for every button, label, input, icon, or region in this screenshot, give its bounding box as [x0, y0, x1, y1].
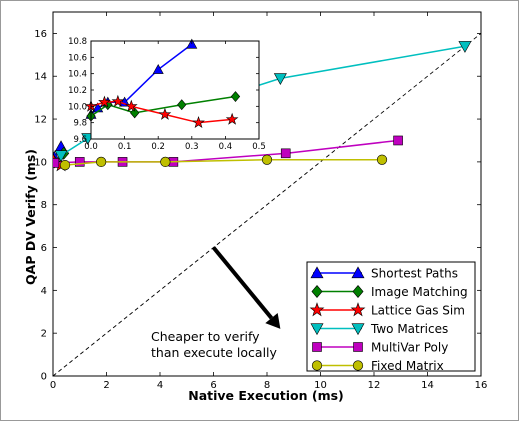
legend-marker: [352, 285, 364, 298]
y-tick-label: 6: [41, 243, 47, 254]
inset-background: [91, 41, 259, 139]
legend-entry-fixed-matrix: Fixed Matrix: [311, 359, 444, 373]
legend-label: MultiVar Poly: [371, 341, 448, 355]
legend-marker: [310, 266, 324, 279]
x-tick-label: 0.0: [84, 142, 98, 152]
x-tick-label: 10: [314, 380, 327, 391]
legend-marker: [352, 360, 364, 371]
annotation-line-1: Cheaper to verify: [151, 329, 260, 344]
inset-plot: 0.0 0.1 0.2 0.3 0.4 0.5 9.6 9.8 10.0 10.2 10.4 10.…: [68, 37, 266, 152]
data-point-multivar-poly: [393, 135, 403, 146]
x-tick-label: 0.1: [118, 142, 132, 152]
series-fixed-matrix: [59, 154, 388, 171]
legend-label: Shortest Paths: [371, 267, 458, 281]
legend-marker: [309, 302, 325, 317]
legend-marker: [311, 360, 323, 371]
data-point-shortest-paths: [152, 63, 164, 74]
y-tick-label: 10.2: [68, 86, 87, 96]
x-tick-label: 0.3: [185, 142, 199, 152]
x-tick-label: 0.2: [151, 142, 165, 152]
legend-entry-shortest-paths: Shortest Paths: [310, 266, 458, 281]
legend-label: Lattice Gas Sim: [371, 304, 465, 318]
y-tick-label: 10.0: [68, 102, 87, 112]
legend-marker: [310, 323, 324, 336]
x-tick-label: 16: [475, 380, 488, 391]
legend-marker: [353, 342, 363, 352]
legend-marker: [311, 285, 323, 298]
x-tick-label: 6: [210, 380, 216, 391]
inset-x-tick-labels: 0.0 0.1 0.2 0.3 0.4 0.5: [84, 142, 266, 152]
legend-entry-lattice-gas-sim: Lattice Gas Sim: [309, 302, 465, 318]
inset-tick-marks: [90, 40, 260, 140]
x-tick-label: 0.5: [252, 142, 266, 152]
data-point-image-matching: [130, 107, 140, 119]
data-point-multivar-poly: [74, 157, 85, 167]
legend-items: Shortest Paths Image Matching Lattice Gas …: [309, 266, 468, 373]
legend-entry-multivar-poly: MultiVar Poly: [312, 341, 448, 355]
data-point-lattice-gas-sim: [158, 107, 172, 120]
x-tick-label: 8: [264, 380, 270, 391]
y-tick-label: 12: [34, 115, 47, 126]
y-tick-label: 4: [41, 286, 47, 297]
y-tick-label: 10.8: [68, 37, 87, 47]
x-tick-label: 12: [368, 380, 381, 391]
y-tick-label: 9.8: [73, 119, 87, 129]
data-point-lattice-gas-sim: [98, 95, 111, 108]
legend-marker: [351, 323, 365, 336]
annotation-arrowhead: [265, 312, 281, 329]
x-axis-label: Native Execution (ms): [188, 388, 344, 403]
data-point-lattice-gas-sim: [124, 99, 138, 112]
data-point-fixed-matrix: [376, 154, 388, 165]
x-tick-label: 0.4: [219, 142, 233, 152]
data-point-image-matching: [230, 91, 241, 102]
data-point-two-matrices: [458, 41, 472, 53]
annotation: Cheaper to verify than execute locally: [151, 246, 281, 360]
main-x-tick-labels: 0 2 4 6 8 10 12 14 16: [50, 380, 488, 391]
y-tick-label: 10.6: [68, 53, 87, 63]
legend-marker: [312, 342, 322, 352]
data-point-multivar-poly: [280, 148, 291, 159]
legend-marker: [350, 302, 366, 317]
y-tick-label: 8: [41, 200, 47, 211]
data-point-lattice-gas-sim: [225, 112, 239, 125]
legend-entry-image-matching: Image Matching: [311, 285, 468, 299]
legend-label: Fixed Matrix: [371, 359, 444, 373]
data-point-fixed-matrix: [160, 156, 171, 167]
main-tick-marks: [52, 12, 482, 377]
x-tick-label: 2: [103, 380, 109, 391]
y-tick-label: 16: [34, 29, 47, 40]
main-y-tick-labels: 0 2 4 6 8 10 12 14 16: [34, 29, 47, 383]
x-tick-label: 0: [50, 380, 56, 391]
data-point-lattice-gas-sim: [192, 116, 205, 129]
data-point-lattice-gas-sim: [111, 94, 125, 107]
data-point-multivar-poly: [53, 158, 60, 168]
inset-y-tick-labels: 9.6 9.8 10.0 10.2 10.4 10.6 10.8: [68, 37, 87, 145]
x-tick-label: 4: [157, 380, 163, 391]
main-plot: 0 2 4 6 8 10 12 14 16 0 2 4 6 8 10 12 14 16 Native Execu…: [23, 11, 488, 403]
y-tick-label: 10.4: [68, 70, 87, 80]
data-point-two-matrices: [54, 150, 68, 163]
y-tick-label: 9.6: [73, 135, 87, 145]
x-tick-label: 14: [421, 380, 434, 391]
y-tick-label: 0: [41, 372, 47, 383]
diagonal-reference-line: [52, 33, 482, 377]
legend-label: Image Matching: [371, 285, 468, 299]
legend-marker: [351, 266, 365, 279]
y-tick-label: 10: [34, 157, 47, 168]
y-axis-label: QAP DV Verify (ms): [23, 149, 38, 285]
data-point-two-matrices: [273, 73, 287, 85]
data-point-fixed-matrix: [59, 159, 71, 171]
y-tick-label: 2: [41, 329, 47, 340]
annotation-line-2: than execute locally: [151, 345, 278, 360]
data-point-image-matching: [177, 99, 187, 111]
legend-entry-two-matrices: Two Matrices: [310, 322, 448, 336]
y-tick-label: 14: [34, 72, 47, 83]
legend: Shortest Paths Image Matching Lattice Gas …: [306, 261, 476, 373]
data-point-fixed-matrix: [261, 154, 273, 165]
data-point-fixed-matrix: [96, 156, 107, 167]
annotation-arrow: [211, 246, 274, 320]
legend-frame: [306, 261, 476, 372]
legend-label: Two Matrices: [370, 322, 448, 336]
